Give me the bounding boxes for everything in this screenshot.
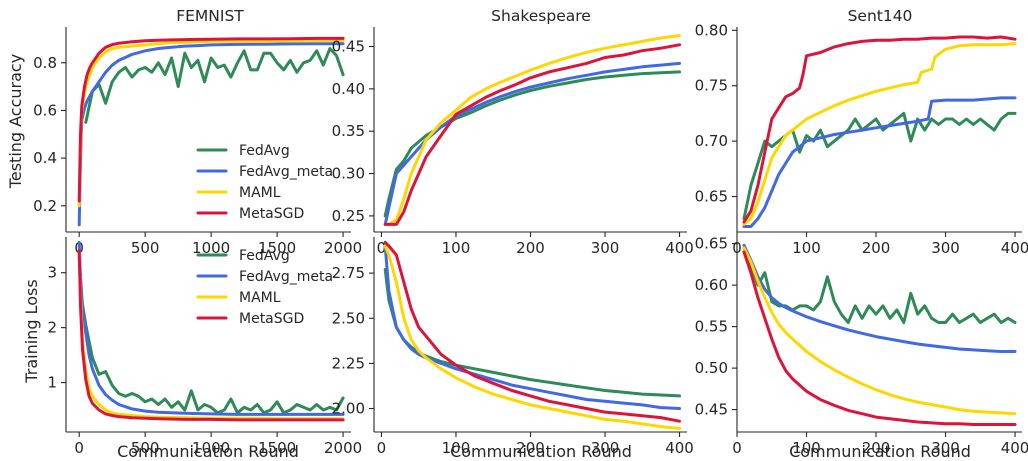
y-tick-label: 0.80: [695, 21, 728, 39]
xlabel-sent140: Communication Round: [789, 442, 971, 461]
legend-label-metasgd: MetaSGD: [239, 206, 304, 222]
y-tick-label: 2: [47, 319, 57, 337]
y-tick-label: 0.40: [332, 80, 365, 98]
y-tick-label: 2.25: [332, 354, 365, 372]
legend-label-fedavg: FedAvg: [239, 143, 290, 159]
legend-label-fedavg-meta: FedAvg_meta: [239, 269, 333, 285]
series-line-maml-shakespeare-acc: [383, 34, 681, 226]
x-tick-label: 1000: [192, 239, 230, 257]
x-tick-label: 200: [862, 239, 891, 257]
xlabel-femnist: Communication Round: [117, 442, 299, 461]
chart-panel-shakespeare-training-loss: 0 100 200 300 400 2.00 2.25 2.50 2.75: [332, 237, 694, 457]
x-tick-label: 0: [377, 439, 387, 457]
legend-label-metasgd: MetaSGD: [239, 311, 304, 327]
series-line-fedavg-meta-shakespeare-acc: [383, 61, 681, 226]
series-line-fedavg-shakespeare-acc: [383, 70, 681, 218]
chart-panel-shakespeare-testing-accuracy: 0 100 200 300 400 0.25 0.30 0.35 0.40 0.45: [332, 27, 694, 257]
legend-label-fedavg: FedAvg: [239, 248, 290, 264]
x-tick-label: 200: [862, 439, 891, 457]
y-tick-label: 0.45: [332, 37, 365, 55]
ylabel-training-loss: Training Loss: [22, 279, 41, 383]
x-tick-label: 500: [131, 439, 160, 457]
series-line-fedavg-meta-femnist-acc: [77, 42, 345, 227]
series-line-maml-sent140-loss: [742, 246, 1017, 416]
series-line-fedavg-meta-sent140-acc: [742, 96, 1017, 228]
x-tick-label: 2000: [324, 439, 362, 457]
y-tick-label: 0.25: [332, 207, 365, 225]
x-tick-label: 0: [74, 439, 84, 457]
series-line-metasgd-sent140-loss: [742, 250, 1017, 426]
series-line-maml-sent140-acc: [742, 42, 1017, 226]
y-tick-label: 0.35: [332, 122, 365, 140]
x-tick-label: 300: [931, 239, 960, 257]
x-tick-label: 400: [665, 239, 694, 257]
y-tick-label: 0.65: [695, 235, 728, 253]
y-tick-label: 3: [47, 264, 57, 282]
panel-title-sent140: Sent140: [848, 7, 913, 25]
x-tick-label: 400: [665, 439, 694, 457]
panel-title-shakespeare: Shakespeare: [491, 7, 591, 25]
series-line-metasgd-shakespeare-loss: [383, 240, 681, 423]
x-tick-label: 1500: [258, 439, 296, 457]
series-line-fedavg-meta-shakespeare-loss: [383, 244, 681, 410]
legend-label-fedavg-meta: FedAvg_meta: [239, 164, 333, 180]
ylabel-testing-accuracy: Testing Accuracy: [6, 54, 25, 189]
x-tick-label: 100: [442, 239, 471, 257]
chart-panel-femnist-training-loss: 0 500 1000 1500 2000 1 2 3: [47, 237, 362, 457]
y-tick-label: 0.60: [695, 276, 728, 294]
x-tick-label: 200: [516, 439, 545, 457]
x-tick-label: 500: [131, 239, 160, 257]
legend-label-maml: MAML: [239, 185, 281, 201]
x-tick-label: 300: [931, 439, 960, 457]
series-line-fedavg-meta-sent140-loss: [742, 243, 1017, 353]
y-tick-label: 0.6: [33, 101, 57, 119]
y-tick-label: 0.30: [332, 165, 365, 183]
x-tick-label: 100: [792, 239, 821, 257]
y-tick-label: 0.70: [695, 132, 728, 150]
x-tick-label: 0: [732, 439, 742, 457]
x-tick-label: 100: [792, 439, 821, 457]
x-tick-label: 1000: [192, 439, 230, 457]
series-line-metasgd-femnist-acc: [77, 36, 345, 203]
y-tick-label: 0.75: [695, 77, 728, 95]
x-tick-label: 100: [442, 439, 471, 457]
series-line-maml-femnist-acc: [77, 39, 345, 208]
y-tick-label: 2.00: [332, 400, 365, 418]
x-tick-label: 300: [591, 239, 620, 257]
x-tick-label: 1500: [258, 239, 296, 257]
chart-panel-sent140-training-loss: 0 100 200 300 400 0.45 0.50 0.55 0.60 0.65: [695, 235, 1028, 457]
y-tick-label: 0.50: [695, 359, 728, 377]
series-line-fedavg-meta-femnist-loss: [77, 241, 345, 416]
y-tick-label: 0.2: [33, 197, 57, 215]
legend-top: FedAvg FedAvg_meta MAML MetaSGD: [196, 143, 333, 222]
legend-bottom: FedAvg FedAvg_meta MAML MetaSGD: [196, 248, 333, 327]
series-line-fedavg-femnist-loss: [77, 254, 345, 415]
x-tick-label: 2000: [324, 239, 362, 257]
x-tick-label: 0: [377, 239, 387, 257]
x-tick-label: 400: [1001, 439, 1028, 457]
panel-title-femnist: FEMNIST: [176, 7, 244, 25]
series-line-metasgd-sent140-acc: [742, 35, 1017, 224]
x-tick-label: 300: [591, 439, 620, 457]
legend-label-maml: MAML: [239, 290, 281, 306]
y-tick-label: 0.55: [695, 318, 728, 336]
xlabel-shakespeare: Communication Round: [450, 442, 632, 461]
y-tick-label: 1: [47, 374, 57, 392]
y-tick-label: 0.45: [695, 401, 728, 419]
y-tick-label: 2.75: [332, 264, 365, 282]
y-tick-label: 0.4: [33, 149, 57, 167]
x-tick-label: 400: [1001, 239, 1028, 257]
y-tick-label: 2.50: [332, 309, 365, 327]
series-line-metasgd-femnist-loss: [77, 249, 345, 422]
series-line-fedavg-femnist-acc: [84, 47, 345, 124]
series-line-metasgd-shakespeare-acc: [383, 43, 681, 226]
y-tick-label: 0.65: [695, 188, 728, 206]
y-tick-label: 0.8: [33, 54, 57, 72]
series-line-maml-shakespeare-loss: [383, 244, 681, 430]
x-tick-label: 200: [516, 239, 545, 257]
